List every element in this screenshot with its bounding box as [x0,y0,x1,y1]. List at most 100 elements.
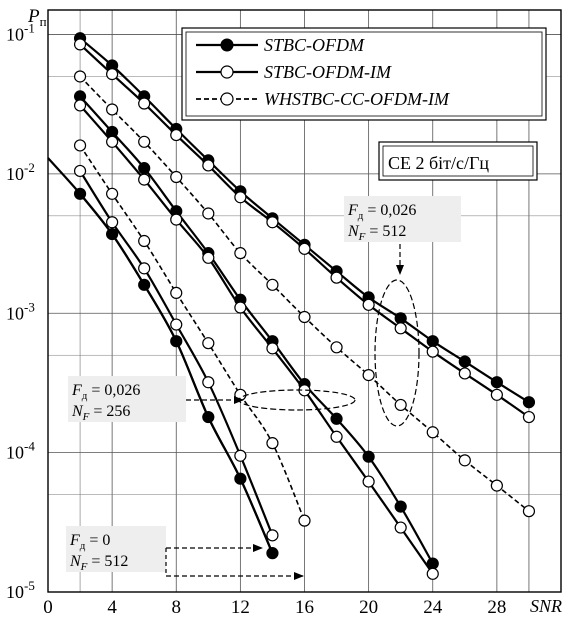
annotation-3-f: Fд = 0 [69,532,110,552]
ce-text: СЕ 2 біт/с/Гц [388,153,489,173]
ce-box-outer [378,141,538,181]
data-point [426,345,439,358]
data-point [522,396,536,409]
data-point [234,301,247,314]
data-point [73,139,87,152]
data-point [266,278,279,291]
annotation-1-ellipse [374,279,420,427]
x-axis-label: SNR [530,596,562,616]
legend-box-inner [185,31,543,117]
series-4 [73,99,439,580]
data-point [426,335,439,348]
data-point [458,355,471,368]
data-point [138,262,151,275]
annotation-2-f: Fд = 0,026 [71,382,140,402]
data-point [106,187,119,200]
data-point [202,376,215,389]
legend-label-stbc-ofdm-im: STBC-OFDM-IM [264,62,392,82]
x-tick-label: 4 [107,597,117,618]
annotation-2-ellipse [238,389,356,411]
series-group [47,32,536,580]
series-7 [73,164,279,542]
y-tick-label: 10-3 [6,299,35,323]
data-point [394,521,407,534]
data-point [330,430,343,443]
annotation-1-n: NF = 512 [347,223,406,243]
data-point [73,164,87,178]
data-point [362,298,375,311]
data-point [73,99,87,112]
data-point [234,449,247,462]
ce-box-inner [382,145,534,177]
y-axis-label-sub: п [40,14,47,29]
plot-frame [47,9,562,593]
legend-marker-stbc-ofdm-im [220,65,234,79]
y-tick-label: 10-4 [6,439,35,463]
y-tick-label: 10-5 [6,578,35,602]
data-point [170,170,183,184]
data-point [138,173,151,186]
y-tick-label: 10-2 [6,160,35,184]
annotation-1-box [344,196,461,242]
data-point [138,135,151,148]
data-point [73,70,87,83]
legend-label-stbc-ofdm: STBC-OFDM [264,35,365,55]
data-point [234,191,247,204]
annotation-3-n: NF = 512 [69,553,128,573]
data-point [106,68,119,81]
data-point [202,337,215,350]
legend-label-whstbc: WHSTBC-CC-OFDM-IM [264,89,450,109]
data-point [330,341,343,354]
data-point [362,475,375,488]
data-point [394,312,407,325]
annotation-2: Fд = 0,026 NF = 256 [68,376,356,423]
data-point [202,251,215,264]
x-tick-label: 0 [43,597,53,618]
x-tick-label: 16 [295,597,314,618]
y-tick-label: 10-1 [6,21,35,45]
data-point [490,376,503,389]
ce-annotation: СЕ 2 біт/с/Гц [378,141,538,181]
annotation-3: Fд = 0 NF = 512 [66,526,304,580]
data-point [298,242,311,255]
data-point [394,398,407,412]
data-point [138,234,151,248]
data-point [106,103,119,116]
x-tick-label: 28 [487,597,506,618]
series-1 [73,38,536,424]
data-point [234,247,247,260]
data-point [138,162,151,175]
data-point [234,388,247,401]
data-point [266,342,279,355]
data-point [522,410,536,424]
legend-marker-stbc-ofdm [220,38,234,52]
series-2 [73,70,536,518]
annotation-2-box [68,376,186,422]
data-point [202,159,215,172]
x-tick-label: 24 [423,597,443,618]
data-point [426,426,439,439]
data-point [73,38,87,51]
data-point [266,529,279,542]
data-point [490,388,503,401]
data-point [266,216,279,229]
data-point [170,286,183,300]
tick-labels: 0 4 8 12 16 20 24 28 10-1 10-2 10-3 10-4 10-5 [6,21,506,618]
data-point [106,135,119,148]
x-tick-label: 20 [359,597,378,618]
data-point [394,322,407,335]
y-axis-label: Pп [27,6,47,29]
series-line [79,145,306,522]
data-point [362,369,375,382]
legend-marker-whstbc [220,92,234,106]
series-5 [73,139,311,527]
data-point [298,310,311,324]
data-point [106,216,119,229]
data-point [522,505,536,518]
annotation-1-f: Fд = 0,026 [347,202,416,222]
data-point [266,437,279,450]
data-point [458,367,471,380]
annotation-2-n: NF = 256 [71,403,130,423]
data-point [170,213,183,226]
